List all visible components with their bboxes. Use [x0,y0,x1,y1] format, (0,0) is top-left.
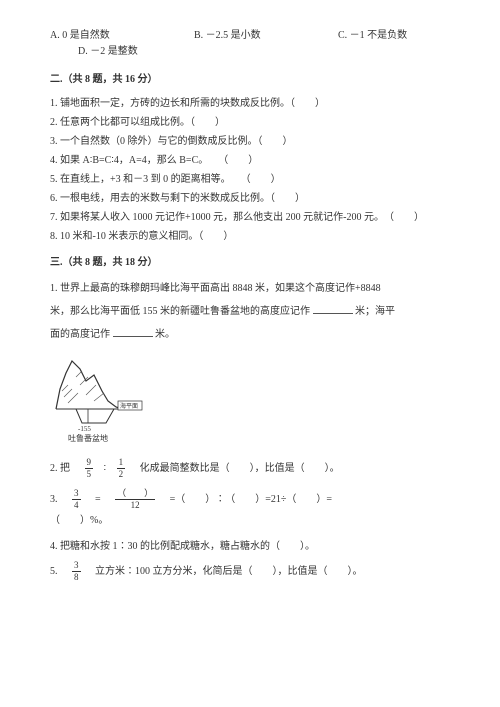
s3-q4: 4. 把糖和水按 1∶30 的比例配成糖水，糖占糖水的（ ）。 [50,539,450,555]
s3-q3-pre: 3. [50,494,68,505]
option-c: C. －1 不是负数 [338,28,450,44]
s2-q8: 8. 10 米和-10 米表示的意义相同。（ ） [50,229,450,245]
s3-q1-line3b: 米。 [155,329,175,340]
eq1: = [85,494,111,505]
s2-q2: 2. 任意两个比都可以组成比例。（ ） [50,115,450,131]
s2-q4: 4. 如果 A∶B=C∶4，A=4，那么 B=C。 （ ） [50,153,450,169]
fraction-3-4: 3 4 [72,489,81,510]
fraction-3-8: 3 8 [72,561,81,582]
option-b: B. －2.5 是小数 [194,28,338,44]
s3-q3-tail: （ ）%。 [50,513,450,529]
blank-fill [313,304,353,314]
sea-label: 海平面 [120,402,138,410]
s3-q1: 1. 世界上最高的珠穆朗玛峰比海平面高出 8848 米，如果这个高度记作+884… [50,279,450,345]
s2-q3: 3. 一个自然数（0 除外）与它的倒数成反比例。（ ） [50,134,450,150]
fraction-1-2: 1 2 [117,458,126,479]
s3-q1-line2a: 米，那么比海平面低 155 米的新疆吐鲁番盆地的高度应记作 [50,306,310,317]
mountain-path [56,361,122,409]
s2-q7: 7. 如果将某人收入 1000 元记作+1000 元，那么他支出 200 元就记… [50,210,450,226]
mc-options-row: A. 0 是自然数 B. －2.5 是小数 C. －1 不是负数 [50,28,450,44]
s3-q5-pre: 5. [50,566,68,577]
blank-fill [113,327,153,337]
s2-q5: 5. 在直线上，+3 和－3 到 0 的距离相等。 （ ） [50,172,450,188]
s2-q1: 1. 铺地面积一定，方砖的边长和所需的块数成反比例。（ ） [50,96,450,112]
depth-label: -155 [78,425,91,433]
s3-q2: 2. 把 9 5 ∶ 1 2 化成最简整数比是（ ），比值是（ ）。 [50,458,450,479]
s3-q3: 3. 3 4 = （ ） 12 =（ ）∶（ ）=21÷（ ）= [50,489,450,510]
option-a: A. 0 是自然数 [50,28,194,44]
s3-q1-line2b: 米；海平 [355,306,395,317]
section-2-title: 二.（共 8 题，共 16 分） [50,72,450,88]
section-2-list: 1. 铺地面积一定，方砖的边长和所需的块数成反比例。（ ） 2. 任意两个比都可… [50,96,450,245]
s3-q5-rest: 立方米∶100 立方分米，化简后是（ ），比值是（ ）。 [85,566,363,577]
s3-q1-line1: 1. 世界上最高的珠穆朗玛峰比海平面高出 8848 米，如果这个高度记作+884… [50,283,381,294]
basin-path [76,409,114,423]
eq2: =（ ）∶（ ）=21÷（ ）= [160,494,332,505]
section-3-title: 三.（共 8 题，共 18 分） [50,255,450,271]
s3-q2-pre: 2. 把 [50,463,80,474]
basin-diagram: 海平面 -155 吐鲁番盆地 [50,351,145,446]
option-d: D. －2 是整数 [50,44,450,60]
fraction-blank-12: （ ） 12 [115,489,155,510]
fraction-9-5: 9 5 [85,458,94,479]
s3-q1-line3a: 面的高度记作 [50,329,110,340]
s3-q5: 5. 3 8 立方米∶100 立方分米，化简后是（ ），比值是（ ）。 [50,561,450,582]
s2-q6: 6. 一根电线，用去的米数与剩下的米数成反比例。（ ） [50,191,450,207]
colon: ∶ [104,463,107,474]
s3-q2-mid: 化成最简整数比是（ ），比值是（ ）。 [130,463,340,474]
basin-label: 吐鲁番盆地 [68,433,108,443]
